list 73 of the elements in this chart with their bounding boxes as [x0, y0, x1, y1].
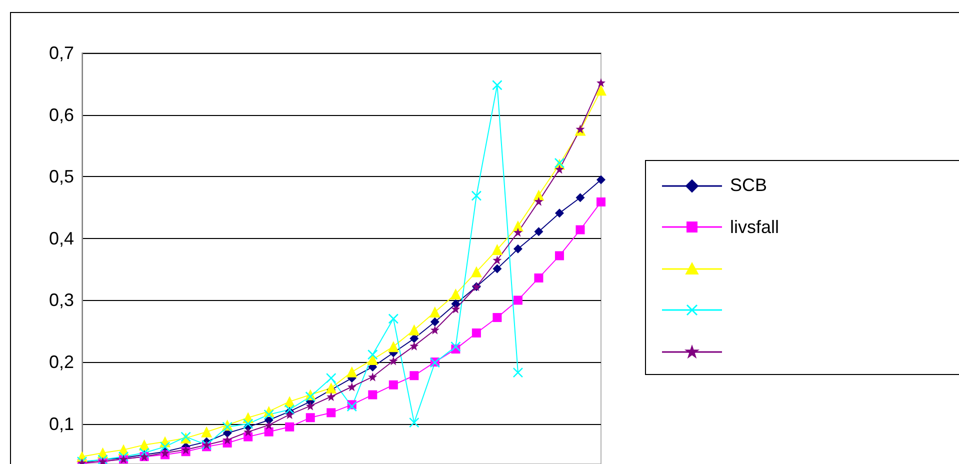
point	[410, 371, 419, 380]
point	[285, 410, 294, 420]
point	[347, 382, 356, 392]
point	[410, 341, 419, 350]
point	[160, 442, 170, 452]
point	[139, 448, 150, 458]
point	[388, 356, 398, 366]
point	[492, 80, 502, 90]
point	[222, 435, 232, 444]
point	[409, 417, 420, 428]
point	[430, 325, 440, 334]
point	[368, 372, 378, 382]
point	[451, 304, 460, 314]
y-tick-label: 0,3	[48, 290, 74, 310]
point	[492, 313, 502, 322]
point	[576, 225, 585, 234]
point	[492, 264, 502, 274]
point	[367, 354, 378, 366]
point	[471, 190, 482, 201]
point	[534, 196, 544, 206]
point	[596, 84, 606, 96]
point	[430, 317, 440, 326]
point	[534, 227, 544, 236]
point	[492, 256, 502, 265]
point	[429, 306, 440, 318]
point	[242, 418, 254, 429]
point	[326, 392, 336, 402]
point	[408, 324, 420, 336]
point	[368, 390, 378, 400]
point	[470, 266, 482, 278]
point	[284, 404, 295, 415]
point	[410, 334, 419, 344]
point	[388, 341, 399, 352]
point	[346, 401, 358, 412]
point	[513, 296, 522, 305]
point	[264, 409, 274, 420]
point	[388, 314, 399, 324]
point	[554, 208, 564, 218]
point	[326, 382, 337, 394]
y-tick-label: 0,1	[48, 414, 74, 434]
point	[596, 175, 606, 184]
point	[534, 273, 544, 282]
point	[264, 427, 274, 436]
point	[596, 78, 606, 88]
point	[576, 193, 585, 202]
point	[596, 197, 606, 206]
point	[512, 367, 524, 378]
point	[346, 366, 358, 378]
point	[450, 288, 462, 300]
y-tick-label: 0,2	[48, 352, 74, 372]
point	[306, 401, 315, 410]
point	[513, 228, 522, 237]
point	[326, 372, 336, 384]
y-tick-label: 0,6	[48, 104, 74, 125]
point	[306, 413, 315, 422]
legend-label: SCB	[730, 175, 768, 196]
point	[450, 341, 461, 352]
point	[367, 349, 378, 360]
legend-label: livsfall	[730, 216, 780, 238]
point	[492, 244, 503, 256]
point	[554, 251, 564, 260]
point	[264, 420, 274, 430]
point	[388, 380, 398, 390]
y-tick-label: 0,5	[48, 166, 74, 187]
y-tick-label: 0,7	[48, 43, 74, 63]
point	[285, 422, 294, 432]
point	[201, 426, 212, 438]
point	[326, 408, 336, 418]
point	[554, 164, 564, 174]
point	[513, 244, 522, 254]
point	[472, 328, 481, 338]
point	[244, 427, 253, 436]
y-tick-label: 0,4	[48, 228, 74, 248]
